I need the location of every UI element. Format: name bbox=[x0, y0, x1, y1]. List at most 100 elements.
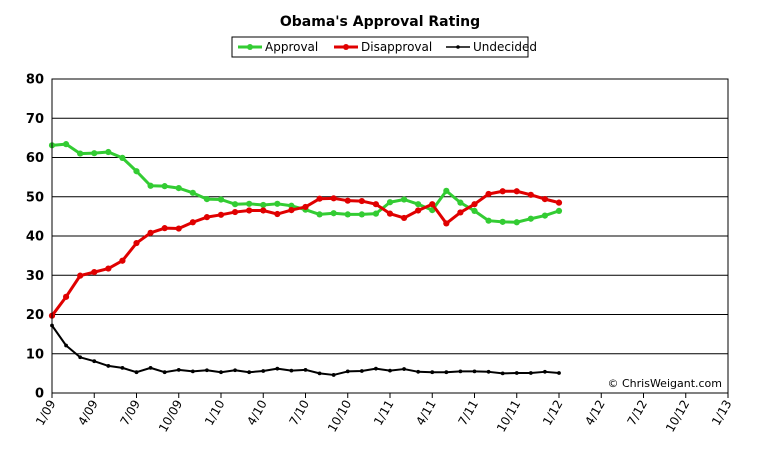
data-point-approval bbox=[161, 183, 168, 190]
data-point-disapproval bbox=[457, 209, 464, 216]
x-tick-label: 1/10 bbox=[202, 398, 228, 428]
data-point-approval bbox=[400, 196, 408, 203]
data-point-disapproval bbox=[443, 220, 450, 227]
data-point-undecided bbox=[205, 368, 209, 373]
legend-label-disapproval: Disapproval bbox=[361, 40, 432, 54]
data-point-disapproval bbox=[175, 225, 182, 232]
data-point-approval bbox=[372, 210, 380, 217]
data-point-undecided bbox=[416, 369, 421, 374]
data-point-undecided bbox=[500, 371, 505, 376]
data-point-disapproval bbox=[386, 210, 394, 217]
data-point-approval bbox=[175, 185, 182, 192]
data-point-disapproval bbox=[541, 196, 549, 203]
data-point-disapproval bbox=[288, 206, 295, 214]
y-axis-ticks: 0 10 20 30 40 50 60 70 80 bbox=[26, 73, 44, 402]
data-point-approval bbox=[513, 219, 520, 226]
data-point-approval bbox=[443, 187, 450, 194]
data-point-approval bbox=[62, 141, 70, 148]
data-point-approval bbox=[485, 217, 492, 224]
chart-legend: Approval Disapproval Undecided bbox=[231, 36, 537, 58]
data-point-approval bbox=[231, 201, 239, 208]
data-point-undecided bbox=[430, 370, 435, 375]
data-point-undecided bbox=[176, 367, 181, 372]
data-point-undecided bbox=[514, 371, 519, 375]
x-tick-label: 10/12 bbox=[663, 398, 692, 435]
data-point-undecided bbox=[289, 368, 294, 373]
gridlines bbox=[52, 78, 728, 394]
y-tick-label: 60 bbox=[26, 151, 44, 166]
data-point-undecided bbox=[247, 370, 252, 375]
data-point-disapproval bbox=[499, 188, 506, 195]
legend-label-undecided: Undecided bbox=[473, 40, 537, 54]
data-point-disapproval bbox=[189, 219, 196, 226]
x-tick-label: 1/12 bbox=[540, 398, 566, 428]
x-tick-label: 1/13 bbox=[709, 398, 735, 428]
data-point-disapproval bbox=[485, 190, 492, 198]
data-point-undecided bbox=[64, 343, 68, 348]
x-tick-label: 10/11 bbox=[494, 398, 523, 435]
data-point-approval bbox=[133, 168, 140, 175]
legend-marker-approval bbox=[247, 44, 253, 50]
data-point-disapproval bbox=[91, 269, 98, 276]
data-point-undecided bbox=[557, 371, 561, 375]
data-point-undecided bbox=[148, 365, 153, 370]
data-point-undecided bbox=[92, 359, 97, 364]
legend-label-approval: Approval bbox=[265, 40, 318, 54]
data-point-approval bbox=[471, 207, 478, 214]
data-point-approval bbox=[274, 200, 281, 207]
data-point-undecided bbox=[374, 366, 378, 371]
data-point-approval bbox=[527, 215, 534, 222]
data-point-disapproval bbox=[429, 201, 436, 208]
data-point-disapproval bbox=[527, 191, 534, 198]
data-point-approval bbox=[246, 200, 253, 207]
data-point-undecided bbox=[261, 369, 266, 373]
y-tick-label: 10 bbox=[26, 347, 44, 362]
data-point-disapproval bbox=[372, 201, 380, 208]
data-point-undecided bbox=[275, 366, 280, 371]
x-tick-label: 4/11 bbox=[413, 398, 439, 428]
data-point-disapproval bbox=[217, 211, 225, 218]
y-tick-label: 50 bbox=[26, 190, 44, 205]
data-point-undecided bbox=[388, 368, 392, 373]
data-point-undecided bbox=[190, 369, 195, 374]
data-point-undecided bbox=[162, 370, 167, 375]
data-point-disapproval bbox=[330, 195, 337, 202]
data-point-undecided bbox=[317, 371, 322, 376]
data-point-approval bbox=[316, 211, 323, 218]
data-point-disapproval bbox=[105, 265, 112, 272]
x-tick-label: 10/10 bbox=[325, 398, 354, 435]
legend-marker-undecided bbox=[456, 45, 460, 49]
data-point-undecided bbox=[78, 355, 83, 360]
y-tick-label: 20 bbox=[26, 308, 44, 323]
data-point-disapproval bbox=[513, 188, 520, 195]
data-point-approval bbox=[457, 199, 464, 206]
data-point-disapproval bbox=[471, 201, 478, 208]
plot-frame bbox=[51, 78, 729, 394]
y-tick-label: 30 bbox=[26, 269, 44, 284]
data-point-approval bbox=[499, 218, 506, 225]
data-point-approval bbox=[415, 201, 422, 208]
data-point-approval bbox=[386, 199, 394, 206]
data-point-undecided bbox=[444, 370, 449, 375]
x-tick-label: 4/09 bbox=[75, 398, 101, 428]
data-point-approval bbox=[91, 150, 98, 157]
legend-box bbox=[231, 36, 529, 58]
data-point-undecided bbox=[134, 370, 139, 375]
data-point-approval bbox=[189, 189, 196, 196]
data-point-undecided bbox=[106, 364, 111, 368]
x-tick-label: 1/09 bbox=[33, 398, 59, 428]
data-point-undecided bbox=[120, 365, 125, 370]
data-point-disapproval bbox=[344, 197, 351, 204]
y-tick-label: 70 bbox=[26, 112, 44, 127]
x-tick-label: 4/12 bbox=[582, 398, 608, 428]
data-point-undecided bbox=[303, 367, 308, 372]
data-point-disapproval bbox=[415, 207, 422, 214]
data-point-disapproval bbox=[161, 225, 168, 232]
x-tick-label: 4/10 bbox=[244, 398, 270, 428]
data-point-disapproval bbox=[400, 214, 408, 222]
data-point-undecided bbox=[458, 369, 463, 374]
data-point-disapproval bbox=[358, 197, 365, 205]
data-point-undecided bbox=[543, 369, 547, 374]
x-tick-label: 7/10 bbox=[286, 398, 312, 428]
